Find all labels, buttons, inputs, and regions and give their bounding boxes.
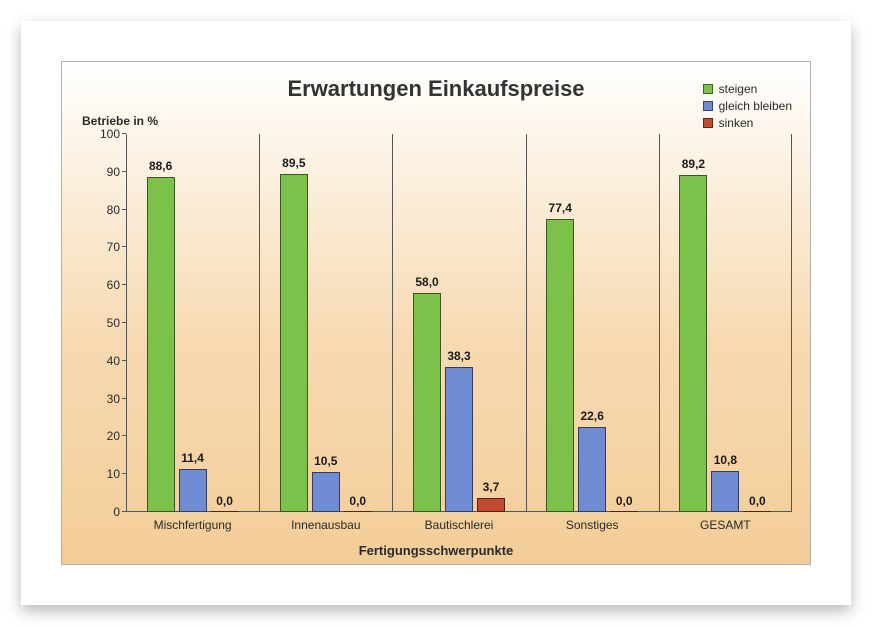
y-tick-label: 10 [92, 467, 120, 481]
chart-card: Erwartungen Einkaufspreise Betriebe in %… [21, 21, 851, 605]
bar-value-label: 0,0 [749, 494, 766, 508]
group-divider [659, 134, 660, 512]
y-tick-mark [122, 133, 126, 134]
bar [711, 471, 739, 512]
y-tick-label: 90 [92, 165, 120, 179]
bar [312, 472, 340, 512]
bar-value-label: 3,7 [483, 480, 500, 494]
legend-item-gleich: gleich bleiben [703, 99, 792, 113]
legend: steigen gleich bleiben sinken [703, 82, 792, 133]
y-tick-mark [122, 246, 126, 247]
y-tick-mark [122, 171, 126, 172]
legend-item-steigen: steigen [703, 82, 792, 96]
bar-value-label: 22,6 [581, 409, 604, 423]
legend-swatch-icon [703, 84, 713, 94]
legend-swatch-icon [703, 101, 713, 111]
bar-value-label: 88,6 [149, 159, 172, 173]
y-tick-label: 30 [92, 392, 120, 406]
bar [344, 511, 372, 512]
y-axis-line [126, 134, 127, 512]
y-tick-mark [122, 209, 126, 210]
legend-swatch-icon [703, 118, 713, 128]
bar [610, 511, 638, 512]
y-tick-mark [122, 473, 126, 474]
y-tick-label: 100 [92, 127, 120, 141]
bar-value-label: 10,8 [714, 453, 737, 467]
y-tick-label: 20 [92, 429, 120, 443]
chart-title: Erwartungen Einkaufspreise [62, 76, 810, 102]
bar-value-label: 11,4 [181, 451, 204, 465]
bar-value-label: 89,2 [682, 157, 705, 171]
group-divider [791, 134, 792, 512]
y-tick-label: 50 [92, 316, 120, 330]
axes: 0102030405060708090100Mischfertigung88,6… [126, 134, 792, 512]
bar [147, 177, 175, 512]
y-tick-mark [122, 322, 126, 323]
bar [578, 427, 606, 512]
y-tick-mark [122, 511, 126, 512]
bar-value-label: 38,3 [447, 349, 470, 363]
bar-value-label: 77,4 [549, 201, 572, 215]
bar [546, 219, 574, 512]
x-tick-label: Sonstiges [566, 518, 619, 532]
bar [445, 367, 473, 512]
group-divider [526, 134, 527, 512]
bar-value-label: 0,0 [216, 494, 233, 508]
bar [280, 174, 308, 512]
legend-label: sinken [719, 116, 754, 130]
y-tick-label: 70 [92, 240, 120, 254]
x-axis-label: Fertigungsschwerpunkte [62, 543, 810, 558]
bar-value-label: 58,0 [415, 275, 438, 289]
legend-label: steigen [719, 82, 758, 96]
x-tick-label: Bautischlerei [425, 518, 494, 532]
x-tick-label: GESAMT [700, 518, 751, 532]
group-divider [392, 134, 393, 512]
bar [477, 498, 505, 512]
y-tick-mark [122, 398, 126, 399]
bar [743, 511, 771, 512]
bar-value-label: 89,5 [282, 156, 305, 170]
bar [413, 293, 441, 512]
y-tick-mark [122, 360, 126, 361]
bar [211, 511, 239, 512]
y-tick-label: 80 [92, 203, 120, 217]
y-tick-label: 40 [92, 354, 120, 368]
x-tick-label: Mischfertigung [154, 518, 232, 532]
bar-value-label: 10,5 [314, 454, 337, 468]
y-tick-label: 0 [92, 505, 120, 519]
bar [679, 175, 707, 512]
y-tick-mark [122, 284, 126, 285]
x-tick-label: Innenausbau [291, 518, 360, 532]
legend-label: gleich bleiben [719, 99, 792, 113]
legend-item-sinken: sinken [703, 116, 792, 130]
y-tick-label: 60 [92, 278, 120, 292]
y-tick-mark [122, 435, 126, 436]
group-divider [259, 134, 260, 512]
bar-value-label: 0,0 [349, 494, 366, 508]
plot-area: Erwartungen Einkaufspreise Betriebe in %… [61, 61, 811, 565]
y-axis-label: Betriebe in % [82, 114, 158, 128]
bar-value-label: 0,0 [616, 494, 633, 508]
bar [179, 469, 207, 512]
